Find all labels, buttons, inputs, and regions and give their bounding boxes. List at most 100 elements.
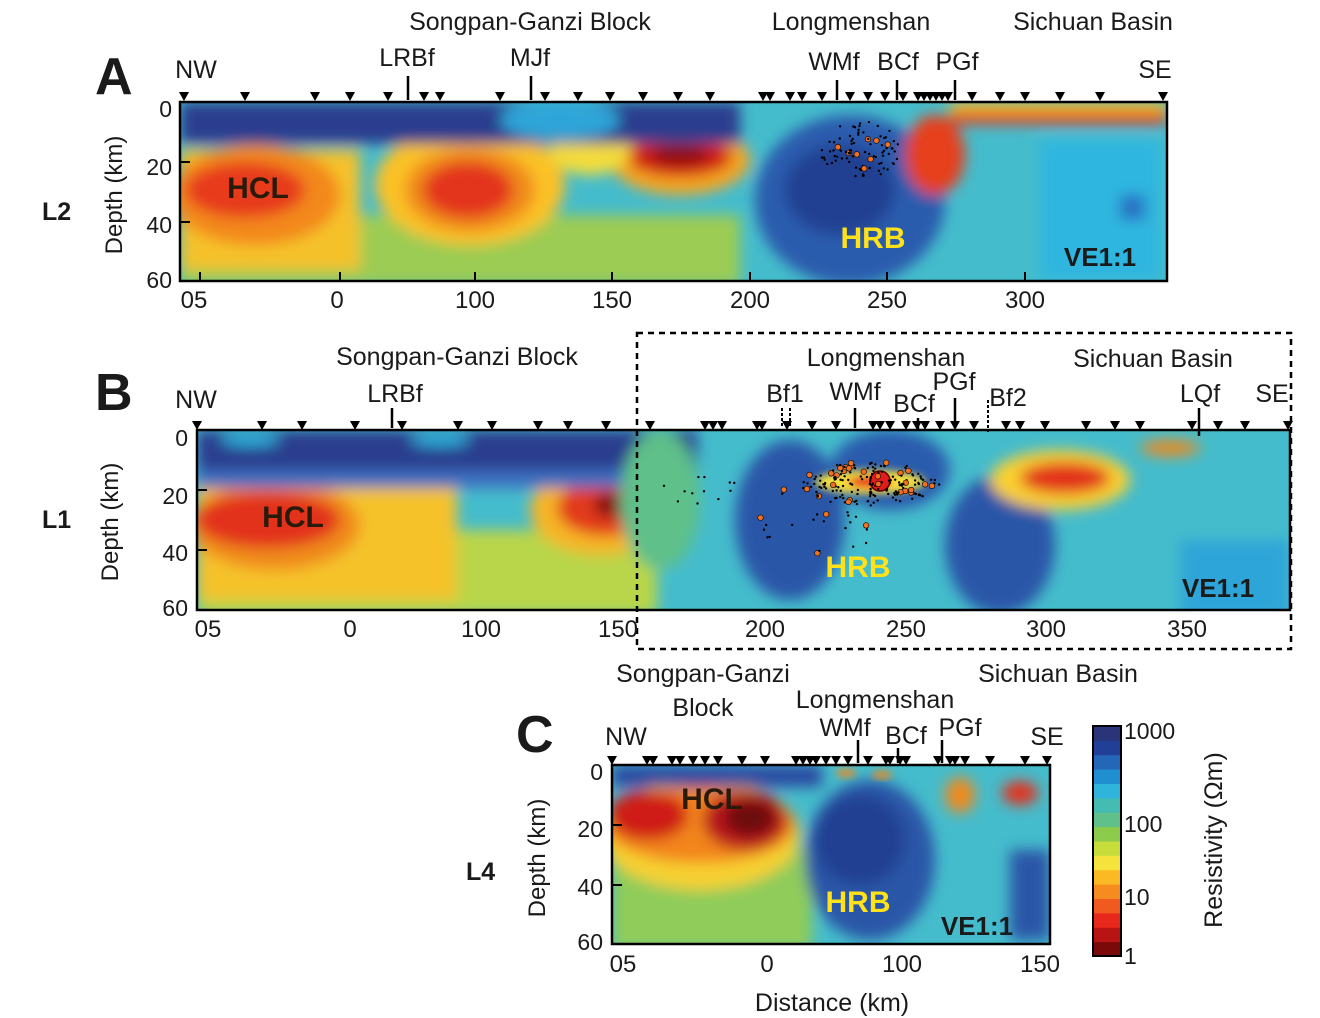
station-triangle xyxy=(675,756,685,765)
station-triangle xyxy=(985,756,995,765)
panel-a-fault-label: PGf xyxy=(935,48,978,76)
earthquake-dot xyxy=(884,136,888,139)
station-triangle xyxy=(601,421,611,430)
earthquake-dot xyxy=(853,467,857,470)
station-triangle xyxy=(1042,756,1052,765)
panel-c-x-axis: 05 0 100 150 Distance (km) xyxy=(610,951,1060,1017)
earthquake-dot xyxy=(856,492,859,496)
colorbar-band xyxy=(1093,884,1121,899)
earthquake-dot xyxy=(887,152,890,156)
earthquake-dot xyxy=(884,141,891,148)
colorbar-band xyxy=(1093,740,1121,756)
earthquake-dot xyxy=(874,467,877,470)
station-triangle xyxy=(863,756,873,765)
station-triangle xyxy=(935,421,945,430)
earthquake-dot xyxy=(853,500,856,503)
panel-a-fault-label: MJf xyxy=(510,44,550,72)
earthquake-dot xyxy=(855,502,859,506)
station-triangle xyxy=(868,421,878,430)
earthquake-dot xyxy=(913,479,917,482)
earthquake-dot xyxy=(843,475,846,478)
station-triangle xyxy=(831,756,841,765)
earthquake-dot xyxy=(872,501,875,504)
earthquake-dot xyxy=(874,463,877,466)
colorbar-band xyxy=(1093,769,1121,784)
earthquake-dot xyxy=(854,166,858,169)
earthquake-dot xyxy=(875,480,882,488)
earthquake-dot xyxy=(914,492,918,496)
earthquake-dot xyxy=(865,528,869,531)
station-triangle xyxy=(192,421,202,430)
earthquake-dot xyxy=(780,486,788,493)
earthquake-dot xyxy=(828,150,832,153)
earthquake-dot xyxy=(683,490,686,493)
earthquake-dot xyxy=(847,460,855,467)
earthquake-dot xyxy=(832,141,836,144)
earthquake-dot xyxy=(812,518,815,521)
earthquake-dot xyxy=(834,144,842,151)
earthquake-dot xyxy=(757,514,764,521)
earthquake-dot xyxy=(919,494,922,497)
earthquake-dot xyxy=(851,137,854,141)
earthquake-dot xyxy=(809,485,813,488)
station-triangle xyxy=(688,756,698,765)
earthquake-dot xyxy=(849,521,852,524)
earthquake-dot xyxy=(868,166,871,170)
earthquake-dot xyxy=(933,478,936,482)
earthquake-dot xyxy=(830,161,834,165)
colorbar-tick-10: 10 xyxy=(1124,884,1150,910)
panel-b-xtick: 05 xyxy=(195,616,222,643)
earthquake-dot xyxy=(892,139,895,143)
earthquake-dot xyxy=(854,515,858,518)
earthquake-dot xyxy=(839,473,843,476)
panel-c-direction-left: NW xyxy=(605,723,647,751)
station-triangle xyxy=(397,421,407,430)
panel-c-region-longmenshan: Longmenshan xyxy=(796,686,954,714)
panel-a-xtick: 100 xyxy=(455,287,495,314)
panel-a-xtick: 300 xyxy=(1005,287,1045,314)
earthquake-dot xyxy=(905,464,908,468)
panel-a-ytick-20: 20 xyxy=(146,154,172,180)
station-triangle xyxy=(811,756,821,765)
earthquake-dot xyxy=(880,481,883,484)
panel-a-xtick: 200 xyxy=(730,287,770,314)
station-triangle xyxy=(863,92,873,101)
colorbar-band xyxy=(1093,797,1121,813)
station-triangle xyxy=(843,756,853,765)
station-triangle xyxy=(845,92,855,101)
panel-a-xtick: 250 xyxy=(867,287,907,314)
earthquake-dot xyxy=(823,485,826,488)
earthquake-dot xyxy=(854,174,857,178)
station-triangle xyxy=(700,421,710,430)
earthquake-dot xyxy=(676,500,680,503)
station-triangle xyxy=(1020,92,1030,101)
station-triangle xyxy=(667,756,677,765)
panel-b-fault-label: LQf xyxy=(1180,380,1220,408)
earthquake-dot xyxy=(900,484,903,487)
panel-a-ve-label: VE1:1 xyxy=(1064,242,1136,272)
panel-c-region-songpan: Songpan-Ganzi xyxy=(616,660,790,688)
earthquake-dot xyxy=(848,134,852,138)
earthquake-dot xyxy=(919,475,922,478)
earthquake-dot xyxy=(869,479,872,482)
panel-c-xtick: 0 xyxy=(760,951,773,978)
station-triangle xyxy=(791,756,801,765)
panel-c-region-block: Block xyxy=(672,694,734,722)
station-triangle xyxy=(297,421,307,430)
station-triangle xyxy=(901,756,911,765)
station-triangle xyxy=(179,92,189,101)
earthquake-dot xyxy=(896,143,899,146)
station-triangle xyxy=(950,421,960,430)
earthquake-dot xyxy=(911,497,914,500)
earthquake-dot xyxy=(815,490,818,494)
panel-b-fault-label: Bf1 xyxy=(766,380,804,408)
panel-a-region-songpan: Songpan-Ganzi Block xyxy=(409,8,651,36)
earthquake-dot xyxy=(842,496,845,500)
panel-a-fault-label: BCf xyxy=(877,48,919,76)
earthquake-dot xyxy=(877,488,880,491)
earthquake-dot xyxy=(814,475,817,478)
earthquake-dot xyxy=(843,501,846,504)
station-triangle xyxy=(345,92,355,101)
earthquake-dot xyxy=(845,157,849,160)
earthquake-dot xyxy=(834,159,837,162)
